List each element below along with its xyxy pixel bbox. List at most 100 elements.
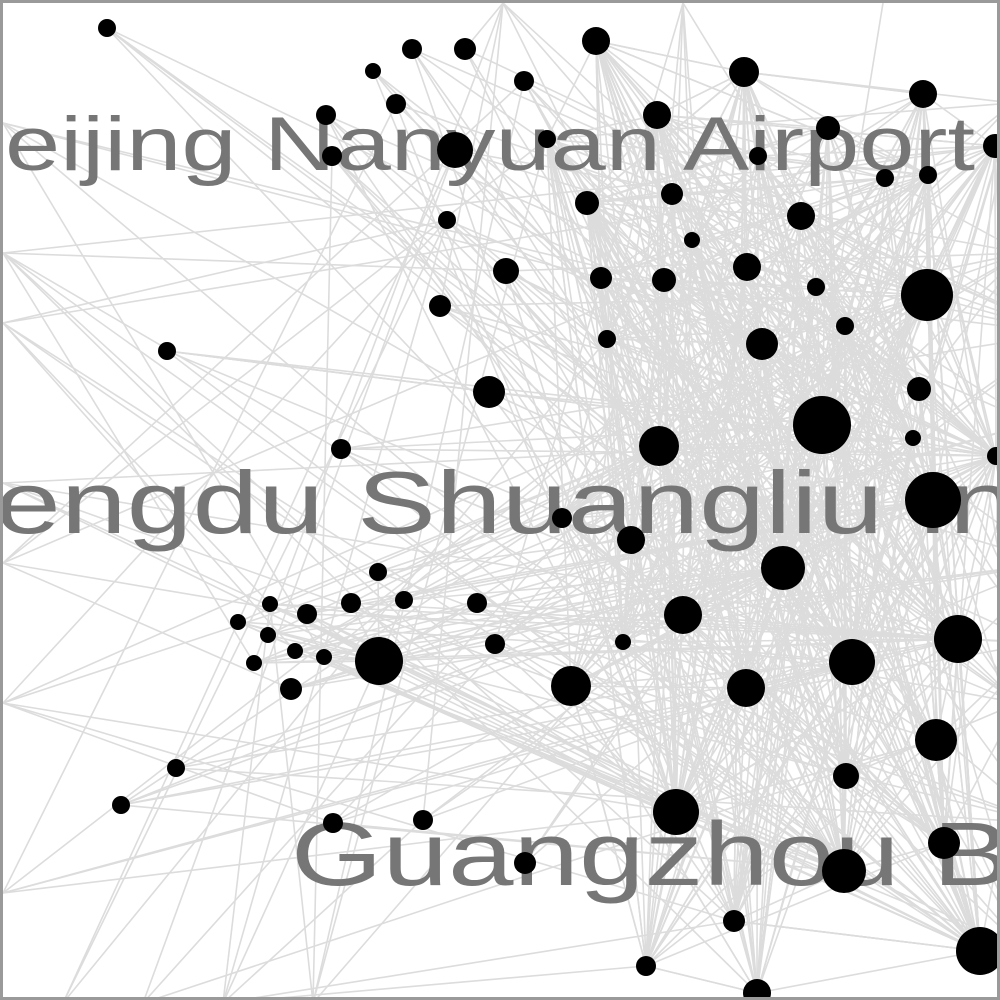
- route-edge: [561, 517, 747, 689]
- route-edge: [3, 252, 747, 689]
- route-edge: [237, 621, 380, 662]
- route-edge: [630, 539, 959, 640]
- route-edge: [918, 388, 997, 558]
- airport-node: [905, 472, 961, 528]
- route-edge: [3, 122, 981, 952]
- airport-node: [485, 634, 505, 654]
- airport-node: [919, 166, 937, 184]
- route-edge: [927, 174, 934, 501]
- route-edge: [446, 219, 997, 687]
- route-edge: [546, 103, 997, 140]
- route-edge: [269, 603, 314, 997]
- route-edge: [147, 177, 886, 997]
- route-edge: [935, 455, 997, 741]
- route-edge: [3, 122, 846, 327]
- route-edge: [3, 174, 929, 894]
- route-edge: [743, 71, 829, 129]
- route-edge: [3, 219, 448, 704]
- route-edge: [570, 685, 647, 967]
- route-edge: [645, 842, 945, 967]
- route-edge: [3, 252, 758, 994]
- route-edge: [630, 539, 735, 922]
- route-edge: [675, 266, 748, 813]
- airport-node: [956, 927, 997, 975]
- route-edge: [3, 702, 735, 922]
- airport-node: [787, 202, 815, 230]
- route-edge: [743, 71, 924, 95]
- airport-node: [395, 591, 413, 609]
- airport-node: [297, 604, 317, 624]
- route-edge: [743, 71, 945, 844]
- route-edge: [546, 138, 647, 967]
- route-edge: [546, 114, 658, 140]
- airport-node: [836, 317, 854, 335]
- route-edge: [120, 455, 997, 806]
- route-edge: [561, 338, 608, 519]
- airport-node: [551, 666, 591, 706]
- route-edge: [595, 40, 929, 176]
- airport-node: [260, 627, 276, 643]
- route-edge: [586, 202, 823, 426]
- route-edge: [546, 138, 929, 176]
- airport-node: [369, 563, 387, 581]
- route-edge: [746, 266, 997, 457]
- route-edge: [671, 193, 784, 569]
- route-edge: [994, 145, 997, 457]
- route-edge: [733, 424, 823, 922]
- route-edge: [682, 614, 945, 844]
- route-edge: [3, 482, 677, 813]
- airport-node: [365, 63, 381, 79]
- airport-node: [664, 596, 702, 634]
- route-edge: [743, 71, 959, 640]
- airport-node: [598, 330, 616, 348]
- route-edge: [3, 482, 845, 872]
- airport-node: [636, 956, 656, 976]
- airport-node: [230, 614, 246, 630]
- route-edge: [3, 322, 405, 601]
- airport-node: [639, 426, 679, 466]
- route-edge: [932, 499, 945, 844]
- route-edge: [645, 455, 997, 967]
- route-edge: [255, 920, 735, 997]
- airport-node: [661, 183, 683, 205]
- airport-node: [438, 211, 456, 229]
- route-edge: [756, 950, 981, 994]
- route-edge: [851, 661, 981, 952]
- airport-node: [743, 979, 771, 997]
- node-layer: [98, 19, 997, 997]
- route-edge: [3, 252, 735, 922]
- route-edge: [600, 277, 823, 426]
- airport-node: [833, 763, 859, 789]
- route-edge: [630, 539, 945, 844]
- airport-node: [341, 593, 361, 613]
- route-edge: [606, 338, 823, 426]
- airport-node: [429, 295, 451, 317]
- airport-node: [467, 593, 487, 613]
- airport-node: [793, 396, 851, 454]
- route-edge: [3, 562, 292, 690]
- route-edge: [524, 424, 823, 864]
- route-edge: [756, 499, 934, 994]
- airport-node: [582, 27, 610, 55]
- route-edge: [570, 685, 847, 777]
- airport-node: [761, 546, 805, 590]
- airport-node: [909, 80, 937, 108]
- route-edge: [884, 93, 924, 179]
- route-edge: [65, 219, 448, 997]
- route-edge: [144, 149, 456, 997]
- airport-node: [158, 342, 176, 360]
- route-edge: [851, 455, 997, 663]
- route-edge: [502, 3, 784, 569]
- route-edge: [656, 114, 665, 281]
- airport-node: [749, 147, 767, 165]
- airport-node: [653, 789, 699, 835]
- route-edge: [845, 775, 981, 952]
- route-edge: [312, 155, 333, 997]
- route-edge: [671, 193, 758, 994]
- route-edge: [3, 145, 996, 254]
- airport-node: [983, 134, 997, 158]
- route-edge: [66, 338, 608, 997]
- route-edge: [224, 660, 380, 997]
- route-edge: [656, 114, 928, 296]
- airport-node: [167, 759, 185, 777]
